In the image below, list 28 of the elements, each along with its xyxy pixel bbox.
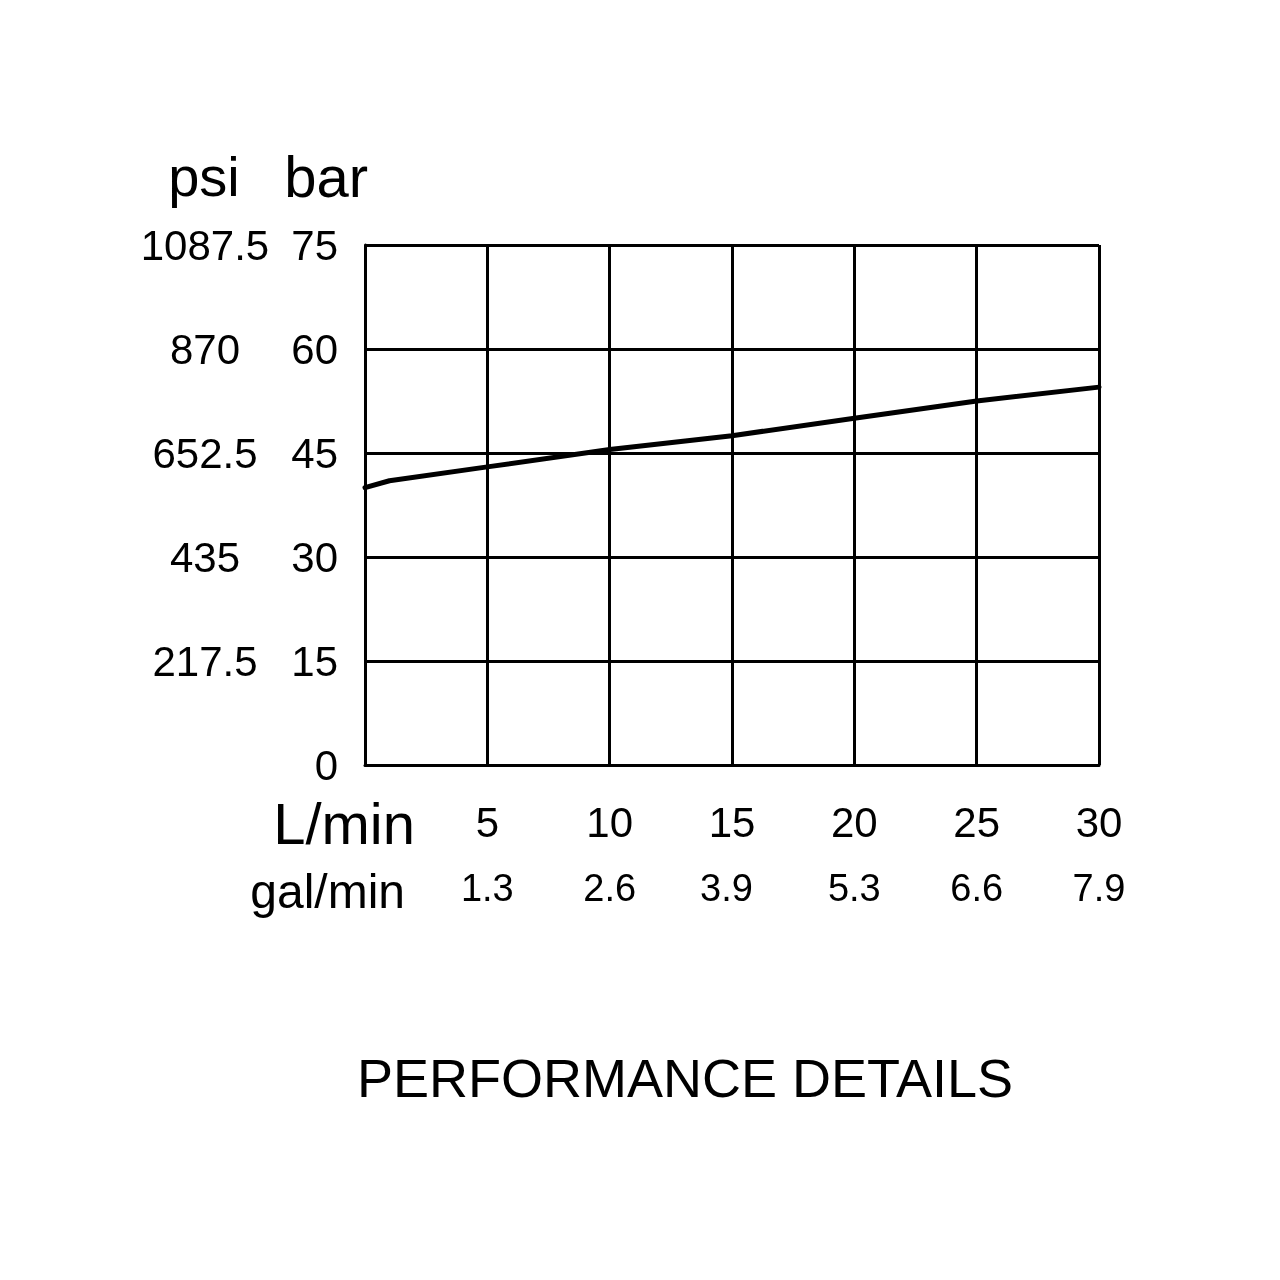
y-tick-label: 45 xyxy=(291,429,338,477)
y-axis-title: bar xyxy=(284,143,368,209)
x-axis-title: L/min xyxy=(273,790,415,856)
text: PERFORMANCE DETAILS xyxy=(356,1048,1014,1108)
y2-tick-label: 1087.5 xyxy=(140,221,270,269)
x-tick-label: 20 xyxy=(830,798,878,846)
y-tick-label: 75 xyxy=(291,221,338,269)
x2-tick-label: 1.3 xyxy=(460,867,514,909)
y-tick-label: 0 xyxy=(314,741,338,789)
x-tick-label: 25 xyxy=(953,798,1001,846)
y2-tick-label: 435 xyxy=(169,533,241,581)
x2-axis-title: gal/min xyxy=(250,864,405,918)
x2-tick-label: 7.9 xyxy=(1072,867,1126,909)
y-tick-label: 30 xyxy=(291,533,338,581)
y2-tick-label: 217.5 xyxy=(152,637,258,685)
x2-tick-label: 5.3 xyxy=(827,867,881,909)
x-tick-label: 15 xyxy=(708,798,756,846)
y-tick-label: 60 xyxy=(291,325,338,373)
x2-tick-label: 6.6 xyxy=(950,867,1004,909)
y-tick-label: 15 xyxy=(291,637,338,685)
y2-tick-label: 870 xyxy=(169,325,241,373)
y2-tick-label: 652.5 xyxy=(152,429,258,477)
x2-tick-label: 3.9 xyxy=(700,867,753,909)
x-tick-label: 5 xyxy=(475,798,500,846)
y2-axis-title: psi xyxy=(168,144,240,208)
x2-tick-label: 2.6 xyxy=(583,867,637,909)
x-tick-label: 30 xyxy=(1075,798,1123,846)
x-tick-label: 10 xyxy=(586,798,634,846)
